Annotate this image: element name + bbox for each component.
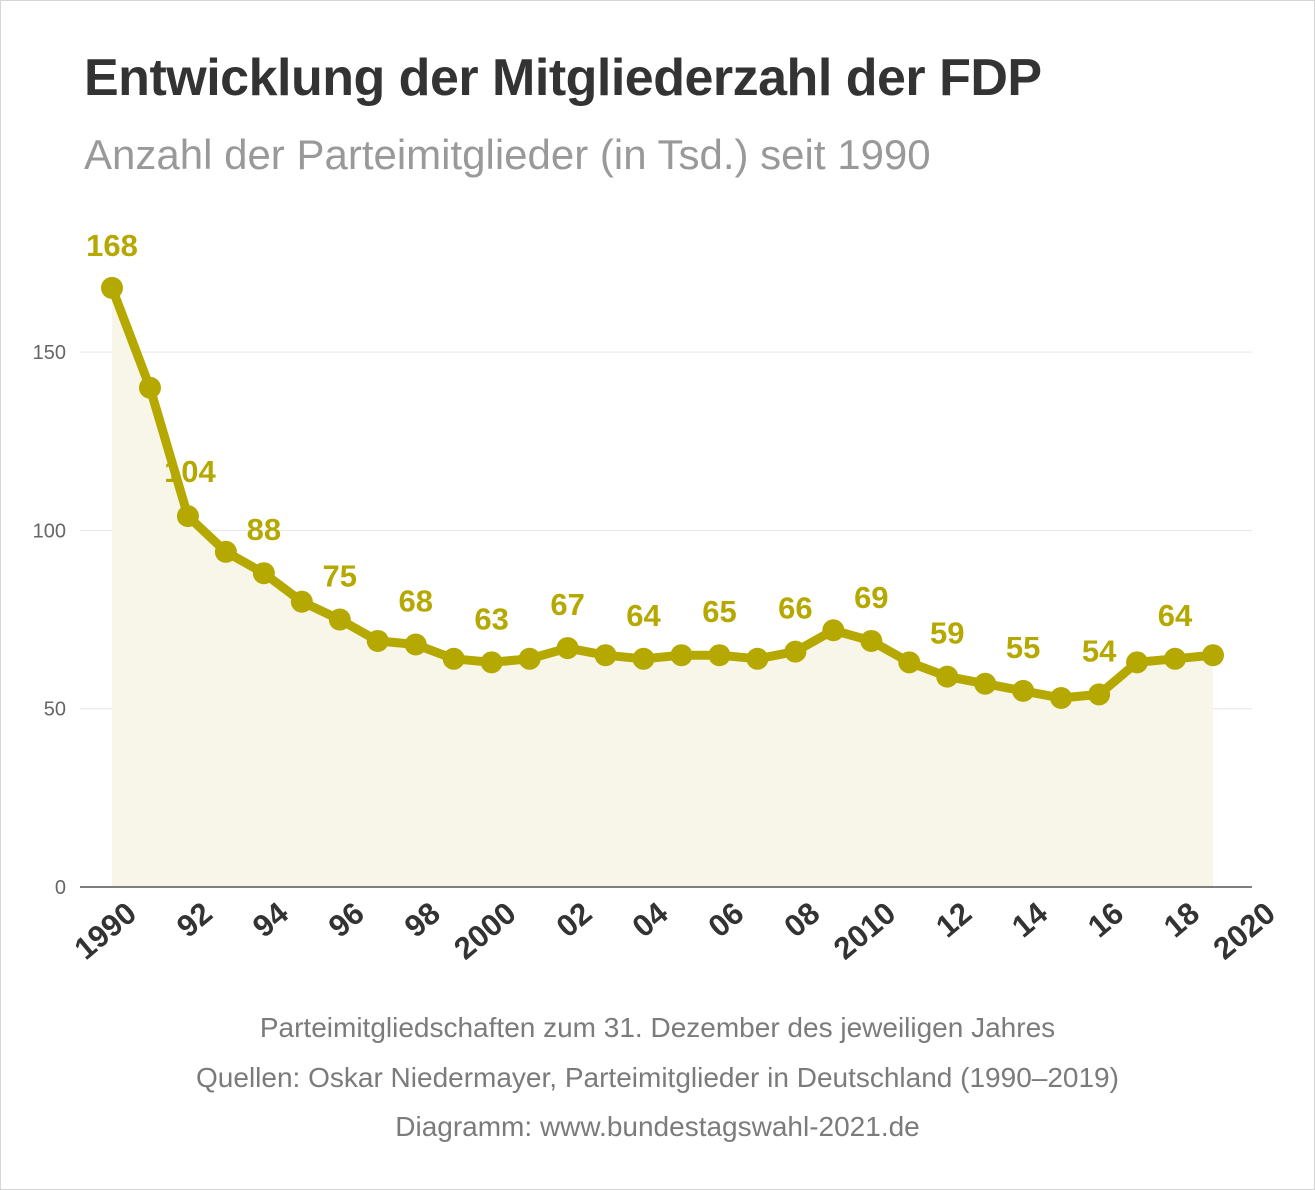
footer-credit: Diagramm: www.bundestagswahl-2021.de (395, 1111, 920, 1142)
data-labels: 168 104 88 75 68 63 67 64 65 66 69 59 55 54 64 (86, 228, 1193, 669)
data-label-2002: 67 (550, 587, 584, 622)
x-tick-label: 2010 (827, 895, 902, 966)
x-tick-2014: 14 (1005, 895, 1054, 944)
y-tick-label: 150 (33, 342, 66, 364)
x-tick-2016: 16 (1081, 895, 1130, 944)
chart-subtitle: Anzahl der Parteimitglieder (in Tsd.) se… (84, 131, 931, 178)
footer-note: Parteimitgliedschaften zum 31. Dezember … (259, 1012, 1056, 1043)
x-tick-2010: 2010 (827, 895, 902, 966)
x-tick-label: 1990 (68, 895, 143, 966)
data-point-1997 (366, 629, 389, 652)
data-point-2016 (1088, 683, 1111, 706)
x-tick-1990: 1990 (68, 895, 143, 966)
data-point-2000 (480, 651, 503, 674)
data-label-2006: 65 (702, 594, 736, 629)
data-point-1991 (138, 376, 161, 399)
x-tick-2000: 2000 (447, 895, 522, 966)
x-tick-label: 12 (929, 895, 978, 944)
data-label-2014: 55 (1006, 630, 1040, 665)
data-point-1999 (442, 647, 465, 670)
data-label-1990: 168 (86, 228, 138, 263)
data-label-1996: 75 (323, 559, 357, 594)
x-tick-2012: 12 (929, 895, 978, 944)
data-point-2017 (1126, 651, 1149, 674)
x-axis-ticks: 1990 92 94 96 98 2000 02 04 06 08 2010 12 14 16 18 2020 (68, 895, 1282, 967)
x-tick-1994: 94 (246, 895, 295, 944)
y-tick-label: 0 (55, 877, 66, 899)
x-tick-label: 06 (701, 895, 750, 944)
data-label-2004: 64 (626, 598, 661, 633)
data-point-2009 (822, 619, 845, 642)
data-point-1994 (252, 562, 275, 585)
x-tick-label: 2020 (1207, 895, 1282, 966)
data-point-1990 (101, 276, 123, 299)
data-point-1998 (404, 633, 427, 656)
x-tick-1998: 98 (398, 895, 447, 944)
x-tick-label: 2000 (447, 895, 522, 966)
data-label-2018: 64 (1158, 598, 1193, 633)
x-tick-label: 96 (322, 895, 371, 944)
data-point-2004 (632, 647, 655, 670)
x-tick-label: 08 (777, 895, 826, 944)
footer-source: Quellen: Oskar Niedermayer, Parteimitgli… (196, 1062, 1119, 1093)
data-point-2019 (1202, 644, 1224, 667)
data-point-1996 (328, 608, 351, 631)
data-point-2014 (1012, 679, 1035, 702)
data-point-2010 (860, 629, 883, 652)
x-tick-label: 94 (246, 895, 295, 944)
data-label-2012: 59 (930, 616, 964, 651)
data-point-1992 (176, 505, 199, 528)
data-label-1998: 68 (398, 584, 432, 619)
x-tick-2018: 18 (1157, 895, 1206, 944)
data-label-2016: 54 (1082, 633, 1117, 668)
x-tick-2004: 04 (626, 895, 675, 944)
data-label-2010: 69 (854, 580, 888, 615)
x-tick-2020: 2020 (1207, 895, 1282, 966)
x-tick-2002: 02 (550, 895, 599, 944)
x-tick-1996: 96 (322, 895, 371, 944)
data-label-1994: 88 (247, 512, 281, 547)
area-fill (112, 287, 1213, 887)
data-point-2001 (518, 647, 541, 670)
data-point-2012 (936, 665, 959, 688)
y-tick-label: 100 (33, 520, 66, 542)
data-points (101, 276, 1224, 710)
x-tick-label: 02 (550, 895, 599, 944)
data-point-2008 (784, 640, 807, 663)
data-label-2008: 66 (778, 591, 812, 626)
y-axis-ticks: 0 50 100 150 (33, 342, 66, 899)
x-tick-label: 98 (398, 895, 447, 944)
data-point-2006 (708, 644, 731, 667)
line-chart: 0 50 100 150 168 104 88 75 68 63 67 64 65 66 69 59 55 54… (33, 228, 1282, 967)
data-point-2013 (974, 672, 997, 695)
data-point-1993 (214, 540, 237, 563)
x-tick-2008: 08 (777, 895, 826, 944)
data-point-2003 (594, 644, 617, 667)
data-point-2011 (898, 651, 921, 674)
x-tick-label: 92 (170, 895, 219, 944)
data-label-2000: 63 (474, 601, 508, 636)
data-label-1992: 104 (164, 454, 216, 489)
data-point-1995 (290, 590, 313, 613)
y-tick-label: 50 (44, 699, 66, 721)
data-point-2002 (556, 637, 579, 660)
data-point-2018 (1164, 647, 1187, 670)
data-point-2015 (1050, 687, 1073, 710)
x-tick-label: 14 (1005, 895, 1054, 944)
x-tick-label: 04 (626, 895, 675, 944)
chart-title: Entwicklung der Mitgliederzahl der FDP (84, 49, 1042, 107)
x-tick-1992: 92 (170, 895, 219, 944)
x-tick-label: 18 (1157, 895, 1206, 944)
data-point-2005 (670, 644, 693, 667)
x-tick-2006: 06 (701, 895, 750, 944)
data-point-2007 (746, 647, 769, 670)
x-tick-label: 16 (1081, 895, 1130, 944)
